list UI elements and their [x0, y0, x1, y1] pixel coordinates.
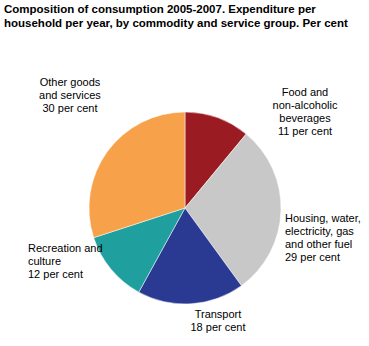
- slice: [89, 112, 185, 238]
- value-label: 29 per cent: [285, 251, 340, 263]
- value-label: 30 per cent: [42, 102, 97, 114]
- slice-label: Housing, water,electricity, gasand other…: [285, 212, 361, 250]
- slice-label: Other goodsand services: [39, 76, 101, 101]
- value-label: 12 per cent: [28, 268, 83, 280]
- title: Composition of consumption 2005-2007. Ex…: [4, 3, 348, 29]
- pie: [89, 112, 281, 304]
- chart: Composition of consumption 2005-2007. Ex…: [0, 0, 369, 346]
- slice-label: Transport: [195, 308, 242, 320]
- slice-label: Recreation andculture: [28, 242, 103, 267]
- slice-label: Food andnon-alcoholicbeverages: [273, 86, 338, 124]
- value-label: 18 per cent: [190, 321, 245, 333]
- value-label: 11 per cent: [278, 125, 332, 137]
